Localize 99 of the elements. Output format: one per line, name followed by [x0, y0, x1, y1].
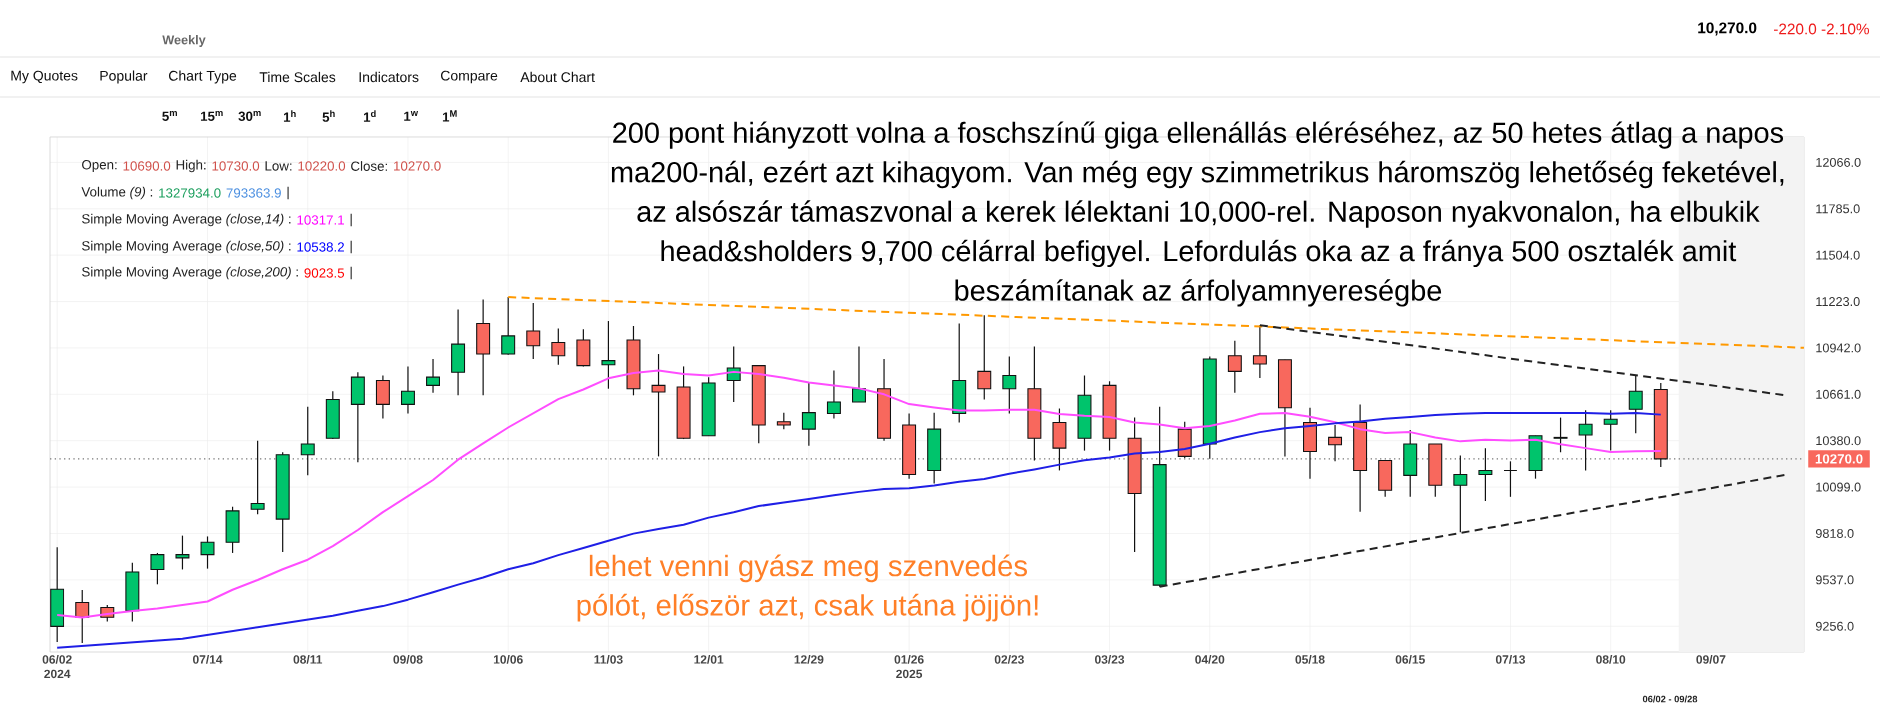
text: 1$^{M}$	[442, 110, 457, 122]
annotation: 200 pont hiányzott volna a foschszínű giga ellenállás eléréséhez, az 50 hetes átlag a napos ma200-nál, ezért azt kihagyom. Van még egy szimmetrikus háromszög lehetőség feketével, az alsószár támaszvonal a kerek lélektani 10,000-rel. Naposon nyakvonalon, ha elbukik head&sholders 9,700 célárral befigyel. Lefordulás oka az a fránya 500 osztalék amit beszámítanak az árfolyamnyereségbe	[611, 121, 1784, 307]
candlestick	[300, 406, 315, 476]
candlestick	[551, 327, 566, 366]
text: 1$^{w}$	[404, 111, 419, 121]
x-tick-label: 06/02 2024	[42, 654, 72, 679]
candlestick	[526, 302, 541, 360]
y-tick-label: 10099.0	[1816, 482, 1861, 492]
candlestick	[1227, 340, 1242, 394]
annotation: 10690.0	[123, 161, 171, 171]
annotation: Simple Moving Average (close,200) :	[82, 266, 298, 280]
chart-subtitle: Weekly	[162, 35, 206, 47]
x-tick-label: 04/20	[1195, 654, 1225, 664]
x-tick-label: 12/01	[694, 654, 724, 664]
candlestick	[250, 440, 265, 515]
x-tick-label: 09/08	[393, 654, 423, 664]
y-tick-label: 10942.0	[1816, 343, 1861, 353]
y-tick-label: 11223.0	[1816, 297, 1860, 307]
candlestick	[1553, 416, 1568, 453]
text: Chart Type	[169, 70, 237, 84]
candlestick	[200, 535, 215, 570]
x-tick-label: 01/26 2025	[894, 654, 924, 679]
text: Compare	[441, 70, 498, 84]
candlestick	[1453, 454, 1468, 533]
candlestick	[1578, 409, 1593, 472]
y-tick-label: 10380.0	[1816, 436, 1861, 446]
annotation: 10270.0	[394, 161, 441, 171]
x-tick-label: 05/18	[1295, 654, 1325, 664]
x-tick-label: 03/23	[1095, 654, 1125, 664]
annotation: |	[350, 240, 352, 254]
candlestick	[400, 365, 415, 415]
annotation: 10317.1	[297, 215, 344, 225]
y-tick-label: 11785.0	[1816, 204, 1860, 214]
annotation: |	[350, 266, 352, 280]
x-tick-label: 08/10	[1596, 654, 1626, 664]
annotation: 10730.0	[212, 161, 260, 171]
text: Indicators	[359, 71, 419, 83]
annotation: Volume (9) :	[81, 186, 153, 200]
candlestick	[1002, 355, 1017, 415]
text: 5$^{h}$	[322, 110, 335, 122]
annotation: 10538.2	[297, 242, 344, 252]
text: 06/02 - 09/28	[1642, 695, 1698, 703]
candlestick	[651, 353, 666, 457]
candlestick	[1478, 447, 1493, 502]
annotation: Low:	[265, 161, 292, 171]
annotation: 9023.5	[304, 268, 345, 278]
x-tick-label: 08/11	[293, 654, 323, 664]
annotation: High:	[176, 159, 206, 173]
annotation: lehet venni gyász meg szenvedés pólót, először azt, csak utána jöjjön!	[577, 554, 1038, 622]
x-tick-label: 12/29	[794, 654, 824, 664]
x-tick-label: 07/13	[1495, 654, 1526, 664]
candlestick	[426, 358, 441, 394]
annotation: Close:	[351, 161, 387, 171]
text: About Chart	[520, 71, 595, 83]
text: -220.0 -2.10%	[1773, 23, 1870, 35]
text: 15$^{m}$	[200, 111, 223, 121]
x-tick-label: 11/03	[594, 654, 623, 664]
x-tick-label: 02/23	[994, 654, 1024, 664]
candlestick	[1252, 324, 1267, 379]
candlestick	[826, 369, 841, 420]
candlestick	[977, 314, 992, 401]
text: My Quotes	[11, 70, 78, 84]
candlestick	[1503, 460, 1518, 498]
y-tick-label: 11504.0	[1816, 250, 1860, 260]
annotation: 793363.9	[226, 188, 281, 198]
y-tick-label: 9818.0	[1815, 528, 1854, 538]
candlestick	[150, 552, 165, 585]
y-tick-label: 12066.0	[1816, 157, 1861, 167]
y-tick-label: 9256.0	[1815, 621, 1854, 631]
annotation: Open:	[82, 159, 117, 173]
annotation: |	[350, 213, 352, 227]
annotation: Simple Moving Average (close,14) :	[82, 213, 291, 227]
text: 1$^{h}$	[283, 110, 296, 122]
annotation: Simple Moving Average (close,50) :	[82, 240, 291, 254]
text: 5$^{m}$	[162, 111, 177, 121]
candlestick	[801, 382, 816, 447]
candlestick	[1603, 409, 1618, 452]
text: 1$^{d}$	[363, 110, 376, 122]
x-tick-label: 09/07	[1696, 654, 1726, 664]
text: Time Scales	[259, 71, 336, 83]
candlestick	[1328, 424, 1343, 462]
candlestick	[1628, 374, 1643, 434]
y-tick-label: 10661.0	[1816, 389, 1861, 399]
text: 30$^{m}$	[238, 110, 261, 121]
text: Popular	[100, 70, 148, 84]
candlestick	[852, 346, 866, 403]
x-tick-label: 06/15	[1395, 654, 1425, 664]
candlestick	[501, 296, 516, 356]
candlestick	[175, 535, 190, 571]
x-tick-label: 07/14	[192, 654, 223, 664]
annotation: 10220.0	[298, 161, 346, 171]
annotation: 1327934.0	[159, 188, 221, 198]
candlestick	[601, 320, 616, 390]
candlestick	[375, 374, 390, 420]
x-tick-label: 10/06	[493, 654, 523, 664]
ref-line-label: 10270.0	[1815, 454, 1863, 464]
text: 10,270.0	[1698, 22, 1757, 36]
y-tick-label: 9537.0	[1815, 575, 1854, 585]
annotation: |	[287, 186, 289, 200]
